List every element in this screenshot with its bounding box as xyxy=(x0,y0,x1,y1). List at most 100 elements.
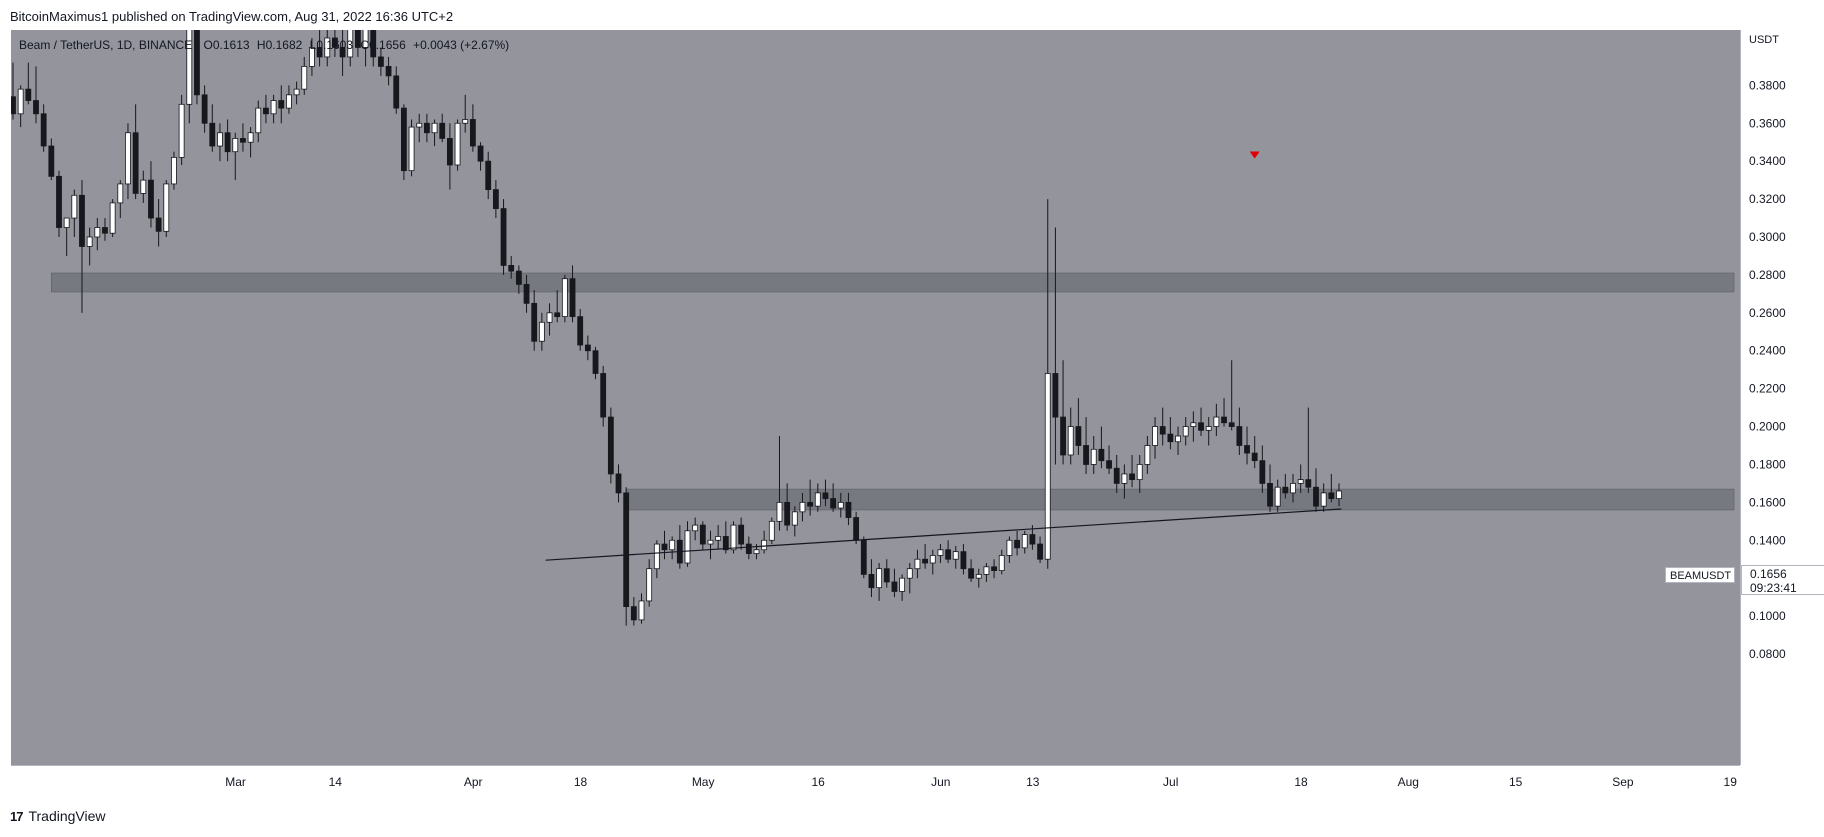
candle-body xyxy=(715,536,722,541)
footer-brand[interactable]: 17 TradingView xyxy=(10,808,106,824)
candle-body xyxy=(1228,422,1235,427)
candle xyxy=(546,303,553,336)
candle-body xyxy=(868,573,875,589)
candle-body xyxy=(125,132,131,185)
candle-body xyxy=(860,539,867,575)
legend-low: 0.1603 xyxy=(316,38,354,52)
candle xyxy=(584,335,591,361)
candlestick-chart[interactable] xyxy=(11,30,1740,765)
time-tick-label: 19 xyxy=(1724,775,1738,789)
candle-body xyxy=(309,47,315,67)
candle-body xyxy=(94,227,101,238)
candle-body xyxy=(630,606,637,621)
candle-body xyxy=(132,132,139,194)
candle xyxy=(638,593,645,624)
candle xyxy=(25,62,32,105)
time-axis[interactable]: Mar 14 Apr 18 May 16 Jun 13 Jul 18 Aug 15 Sep 19 xyxy=(11,765,1740,798)
candle xyxy=(569,265,576,323)
candle xyxy=(983,563,990,582)
candle-body xyxy=(653,543,660,570)
red-down-triangle-icon xyxy=(1249,151,1260,159)
candle-body xyxy=(293,88,300,96)
candle xyxy=(738,517,745,550)
candle xyxy=(416,113,423,143)
candle-body xyxy=(738,524,745,545)
candle xyxy=(653,540,660,579)
candle-body xyxy=(968,568,974,579)
candle xyxy=(592,346,599,380)
candle-body xyxy=(929,555,936,564)
candle xyxy=(922,544,929,569)
candle-body xyxy=(1067,426,1074,456)
candle xyxy=(1167,417,1174,450)
candle-body xyxy=(1267,483,1273,507)
candle-body xyxy=(1090,448,1097,465)
candle-body xyxy=(11,96,16,115)
candle-body xyxy=(1282,486,1289,494)
price-tick-label: 0.2200 xyxy=(1749,382,1786,396)
price-tick-label: 0.1600 xyxy=(1749,495,1786,509)
time-tick-label: Sep xyxy=(1612,775,1634,789)
candle xyxy=(370,30,377,67)
candle xyxy=(1244,426,1250,465)
legend-open-label: O xyxy=(203,38,213,52)
candle xyxy=(945,540,951,564)
candle-body xyxy=(1198,422,1204,431)
candle xyxy=(148,161,154,228)
candle-body xyxy=(454,122,461,166)
candle-body xyxy=(1336,490,1342,499)
candle-body xyxy=(546,312,553,323)
candle xyxy=(1198,407,1204,437)
candle xyxy=(853,511,860,545)
price-tick-label: 0.3800 xyxy=(1749,78,1786,92)
candle-body xyxy=(1313,486,1319,507)
legend-high: 0.1682 xyxy=(265,38,303,52)
candle xyxy=(745,536,752,560)
candle-body xyxy=(339,47,346,58)
candle xyxy=(1175,426,1181,455)
candle xyxy=(630,597,637,626)
candle xyxy=(1144,436,1151,474)
zone-resistance xyxy=(51,272,1735,293)
candle xyxy=(715,525,722,550)
price-tick-label: 0.2000 xyxy=(1749,420,1786,434)
candle xyxy=(393,66,400,114)
candle xyxy=(1006,536,1013,564)
ascending-support-trendline xyxy=(545,508,1342,561)
candle-body xyxy=(1106,460,1112,469)
candle-body xyxy=(845,501,852,518)
candle-body xyxy=(423,122,430,134)
candle xyxy=(1159,407,1166,446)
chart-area[interactable]: Beam / TetherUS, 1D, BINANCE O0.1613 H0.… xyxy=(11,30,1740,765)
candle-body xyxy=(171,156,177,185)
candle-body xyxy=(1159,426,1166,435)
candle xyxy=(63,217,70,256)
candle-body xyxy=(745,543,752,554)
candle xyxy=(707,530,714,560)
candle-body xyxy=(1152,426,1158,446)
candle-body xyxy=(148,179,154,219)
candle xyxy=(899,574,906,601)
candle-body xyxy=(1075,426,1082,446)
time-tick-label: 14 xyxy=(329,775,343,789)
candle-body xyxy=(278,100,285,109)
time-tick-label: 13 xyxy=(1026,775,1040,789)
candle xyxy=(968,559,974,582)
candle-body xyxy=(830,498,837,509)
candle xyxy=(1129,454,1135,488)
candle xyxy=(1014,530,1020,556)
candle xyxy=(975,568,982,588)
candle-body xyxy=(263,107,269,115)
current-price-tag: 0.1656 09:23:41 xyxy=(1741,565,1824,595)
candle xyxy=(1121,464,1128,499)
candle-body xyxy=(837,501,844,509)
candle xyxy=(454,119,461,171)
time-tick-label: 15 xyxy=(1509,775,1523,789)
price-axis[interactable]: 0.3800 0.3600 0.3400 0.3200 0.3000 0.2800 0.26… xyxy=(1740,30,1824,765)
candle-body xyxy=(102,227,108,234)
candle-body xyxy=(1175,435,1181,443)
candle-body xyxy=(883,568,890,583)
candle xyxy=(1090,436,1097,474)
candle-body xyxy=(393,75,400,109)
price-tick-label: 0.3200 xyxy=(1749,192,1786,206)
